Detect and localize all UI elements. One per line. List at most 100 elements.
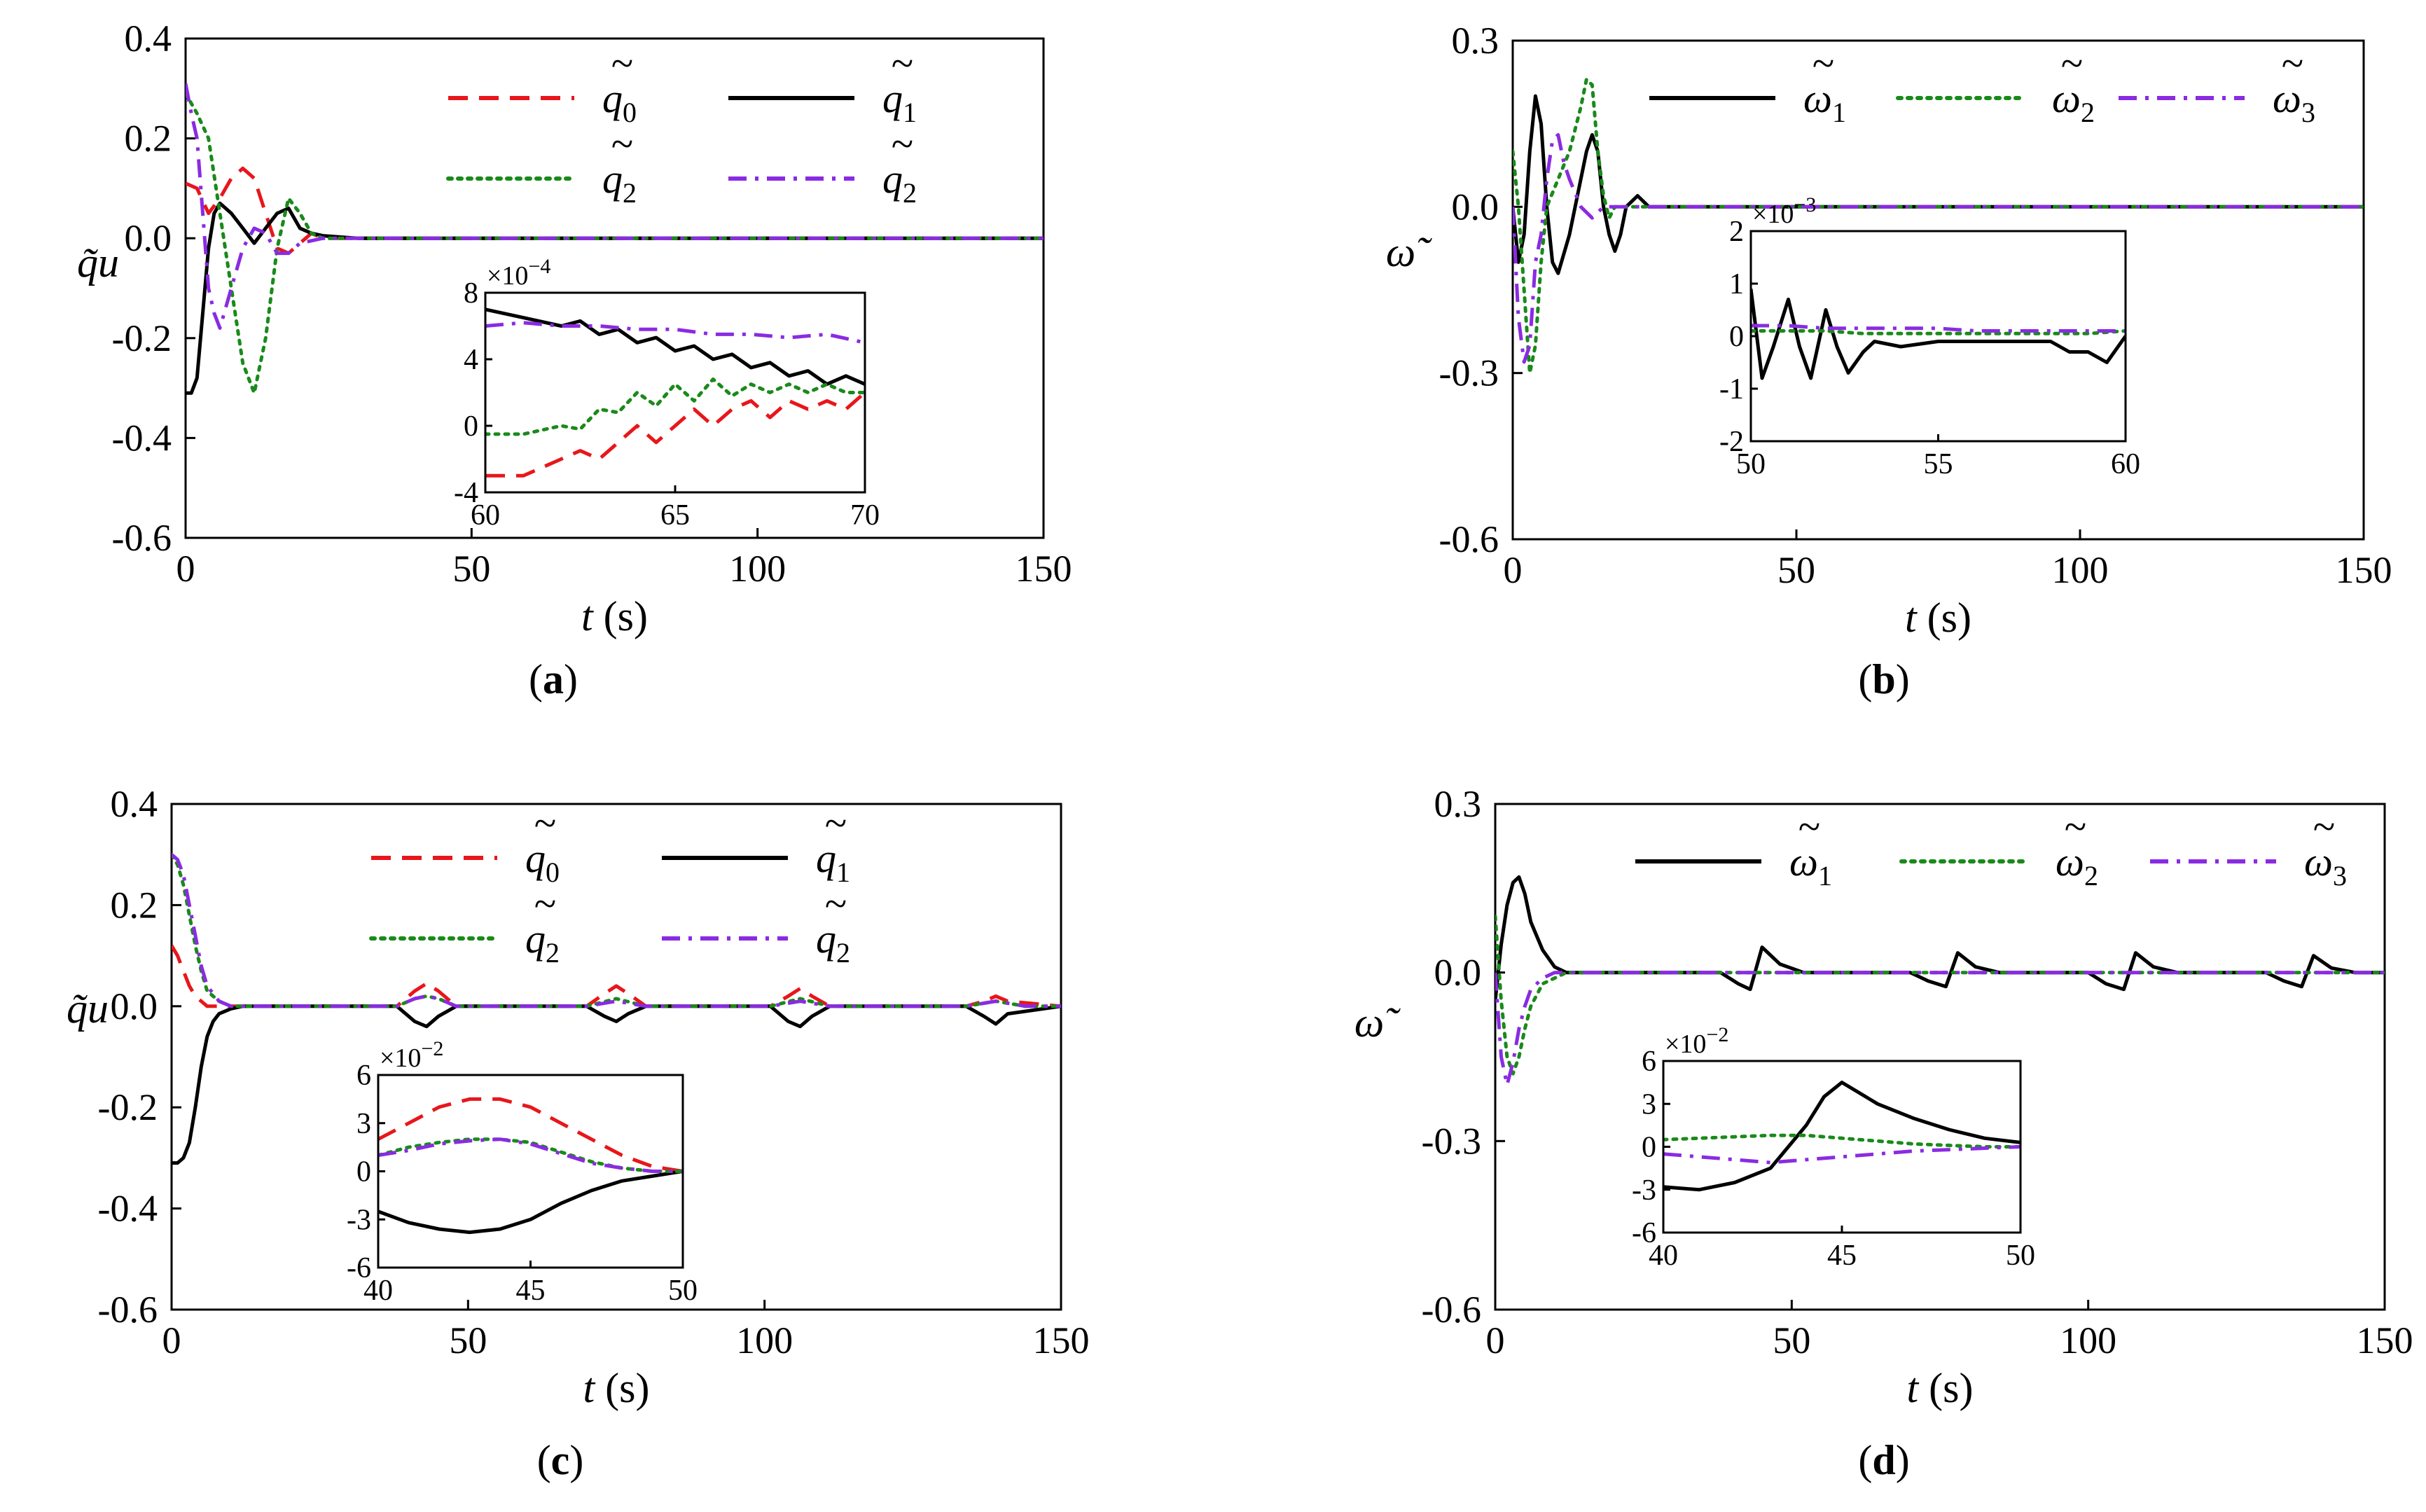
legend-tilde: ~ (891, 41, 913, 86)
main-series-w2 (1513, 77, 2364, 375)
inset-series-w1 (1663, 1081, 2020, 1192)
legend-subscript: 0 (546, 856, 560, 888)
inset-y-tick-label: 6 (356, 1060, 371, 1092)
inset-y-tick-label: 3 (1642, 1088, 1656, 1121)
legend-label: q2 (882, 156, 917, 209)
x-axis-unit: (s) (593, 593, 648, 639)
x-axis-var: t (581, 593, 594, 639)
panel-label: (a) (529, 656, 578, 702)
legend-label: q2 (602, 156, 637, 209)
axis-x-tick-label: 0 (176, 548, 195, 590)
x-axis-label: t (s) (581, 593, 648, 639)
inset-y-tick-label: -6 (1632, 1217, 1656, 1249)
inset-x-tick-label: 60 (471, 499, 500, 532)
legend-symbol: ω (2273, 76, 2301, 121)
legend-label: q0 (602, 76, 637, 128)
legend-label: q1 (882, 76, 917, 128)
inset-exponent-power: −4 (528, 255, 550, 278)
inset-y-tick-label: 4 (464, 344, 478, 376)
inset-y-tick-label: -4 (454, 477, 478, 509)
legend-tilde: ~ (2281, 41, 2303, 86)
legend-label: ω3 (2273, 76, 2315, 128)
inset-series-q1 (485, 307, 865, 387)
legend-symbol: ω (2304, 839, 2333, 885)
axis-x-tick-label: 150 (2336, 549, 2392, 591)
legend-tilde: ~ (2313, 804, 2334, 849)
main-series-q2 (172, 852, 1061, 1008)
legend-subscript: 2 (623, 177, 637, 209)
axis-y-tick-label: 0.3 (1452, 20, 1499, 62)
inset-x-tick-label: 50 (2006, 1240, 2035, 1272)
legend-subscript: 0 (623, 97, 637, 128)
axis-x-tick-label: 100 (2052, 549, 2109, 591)
axis-y-tick-label: 0.0 (111, 985, 158, 1027)
main-series-q2 (186, 91, 1044, 395)
legend-symbol: q (602, 76, 623, 121)
legend-symbol: q (816, 916, 836, 962)
panel-letter: c (551, 1437, 570, 1483)
legend: q0~q1~q2~q2~ (446, 41, 917, 209)
legend-tilde: ~ (534, 800, 555, 846)
axis-y-tick-label: -0.2 (98, 1086, 158, 1128)
legend-symbol: q (525, 835, 546, 881)
legend-subscript: 2 (836, 937, 850, 969)
axis-y-tick-label: 0.2 (111, 884, 158, 926)
legend-label: ω3 (2304, 839, 2347, 892)
inset-y-tick-label: 0 (1729, 321, 1744, 353)
legend-label: q1 (816, 835, 850, 888)
axis-y-tick-label: -0.2 (112, 317, 172, 359)
legend-subscript: 1 (1832, 97, 1846, 128)
legend-label: q2 (525, 916, 560, 969)
inset-series-q3 (378, 1137, 683, 1173)
inset-exponent: ×10−3 (1752, 193, 1816, 229)
axis-x-tick-label: 50 (1777, 549, 1815, 591)
legend-subscript: 2 (2084, 860, 2098, 892)
main-series-q3 (172, 853, 1061, 1008)
inset-series-q0 (485, 391, 865, 478)
inset-exponent-base: ×10 (380, 1043, 421, 1073)
y-axis-label: q̃u (77, 240, 119, 286)
axis-y-tick-label: -0.4 (98, 1188, 158, 1230)
x-axis-var: t (1907, 1365, 1920, 1411)
inset-series-q1 (378, 1170, 683, 1235)
legend-tilde: ~ (1812, 41, 1834, 86)
legend-symbol: q (602, 156, 623, 202)
inset-exponent: ×10−2 (1665, 1023, 1728, 1059)
inset-y-tick-label: 1 (1729, 268, 1744, 300)
legend-tilde: ~ (534, 881, 555, 927)
legend-symbol: q (882, 156, 903, 202)
inset-y-tick-label: 0 (1642, 1132, 1656, 1164)
inset-x-tick-label: 60 (2111, 448, 2140, 480)
axis-y-tick-label: 0.0 (1452, 186, 1499, 228)
axis-x-tick-label: 0 (162, 1319, 181, 1361)
axis-y-tick-label: 0.2 (125, 118, 172, 160)
axis-x-tick-label: 50 (449, 1319, 487, 1361)
legend-label: ω2 (2052, 76, 2095, 128)
legend-symbol: ω (1803, 76, 1832, 121)
panel-b: 0 50 100 150-0.6-0.30.00.3t (s)ω̃ω1~ω2~ω3~5… (1386, 20, 2392, 702)
inset-background (1751, 231, 2126, 441)
main-series-w1 (1495, 875, 2385, 1001)
inset-y-tick-label: -2 (1719, 426, 1744, 458)
main-series-w2 (1495, 914, 2385, 1076)
main-series-q0 (186, 166, 1044, 256)
legend-subscript: 2 (903, 177, 917, 209)
legend-symbol: q (882, 76, 903, 121)
panel-label: (c) (537, 1437, 584, 1483)
axis-y-tick-label: 0.3 (1434, 783, 1482, 825)
axis-x-tick-label: 150 (2357, 1319, 2413, 1361)
inset-x-tick-label: 45 (516, 1275, 546, 1307)
inset-exponent-base: ×10 (1665, 1029, 1706, 1059)
y-axis-label: q̃u (67, 985, 109, 1032)
legend: ω1~ω2~ω3~ (1635, 804, 2347, 892)
axis-y-tick-label: 0.0 (125, 217, 172, 259)
plot-frame (170, 803, 1062, 1311)
y-axis-label: ω̃ (1386, 229, 1432, 275)
axis-x-tick-label: 100 (2060, 1319, 2116, 1361)
axis-x-tick-label: 150 (1033, 1319, 1090, 1361)
inset-y-tick-label: 2 (1729, 216, 1744, 248)
legend-tilde: ~ (2060, 41, 2082, 86)
axis-x-tick-label: 50 (452, 548, 490, 590)
inset-c: 40 45 50 -6 -3 0 3 6 ×10−2 (347, 1037, 698, 1307)
panel-letter: a (543, 656, 564, 702)
